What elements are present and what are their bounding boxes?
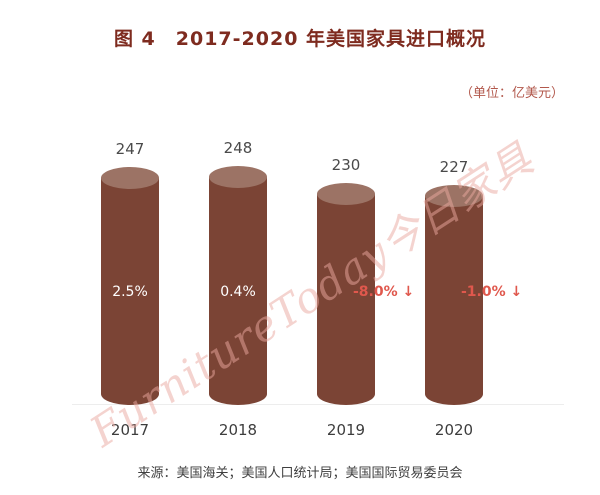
bar-growth-label: -1.0% ↓ (461, 284, 523, 300)
x-axis-label-2019: 2019 (326, 421, 366, 439)
chart-title: 图 4 2017-2020 年美国家具进口概况 (113, 28, 487, 50)
x-axis-label-2018: 2018 (218, 421, 258, 439)
x-axis-line (72, 404, 564, 405)
bar-cylinder-top (209, 166, 267, 188)
x-axis-label-2020: 2020 (434, 421, 474, 439)
bar-cylinder-body (209, 177, 267, 405)
unit-label: （单位：亿美元） (459, 86, 564, 101)
bar-cylinder-top (101, 167, 159, 189)
source-note: 来源：美国海关；美国人口统计局；美国国际贸易委员会 (137, 466, 463, 481)
bar-growth-label: -8.0% ↓ (353, 284, 415, 300)
bar-value-label: 227 (439, 158, 469, 176)
bar-cylinder-top (317, 183, 375, 205)
bar-cylinder-body (425, 196, 483, 405)
bar-value-label: 230 (331, 156, 361, 174)
bar-cylinder-body (317, 194, 375, 405)
bar-cylinder-body (101, 178, 159, 405)
bar-value-label: 248 (223, 139, 253, 157)
bar-growth-label: 2.5% (112, 284, 148, 300)
bar-value-label: 247 (115, 140, 145, 158)
bar-cylinder-top (425, 185, 483, 207)
x-axis-label-2017: 2017 (110, 421, 150, 439)
bar-growth-label: 0.4% (220, 284, 256, 300)
